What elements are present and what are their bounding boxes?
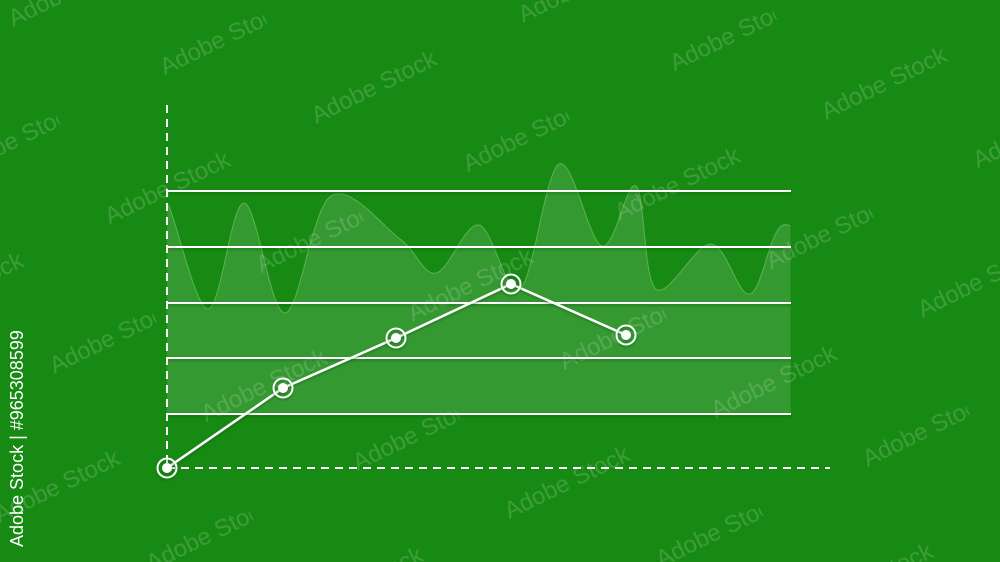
svg-text:Adobe Stock | #965308599: Adobe Stock | #965308599 <box>7 330 27 547</box>
